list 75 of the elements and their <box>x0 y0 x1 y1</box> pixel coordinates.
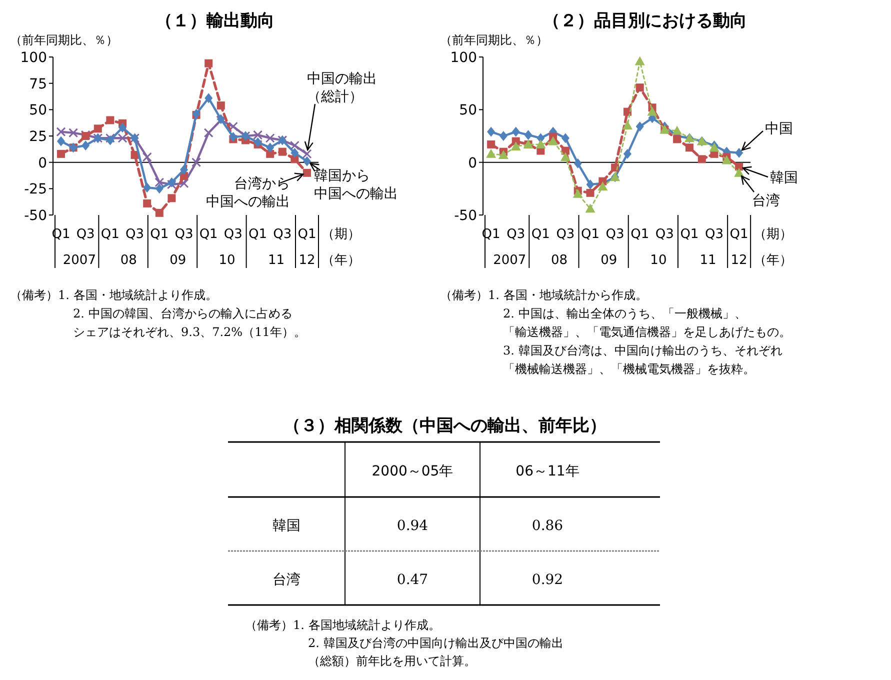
chart-title: （１）輸出動向 <box>156 11 274 31</box>
x-tick-label: Q3 <box>655 227 674 242</box>
text: 11 <box>700 253 716 268</box>
text: 2. 中国は、輸出全体のうち、「一般機械」、 <box>503 306 746 320</box>
text: 2007 <box>62 253 96 268</box>
data-label: 0.94 <box>396 518 428 534</box>
y-tick-label: 0 <box>38 155 47 172</box>
y-tick-label: 50 <box>29 102 47 119</box>
y-tick-label: 25 <box>29 129 47 145</box>
text: 09 <box>600 253 618 268</box>
text: （年） <box>321 253 360 268</box>
x-tick-label: Q1 <box>100 227 120 242</box>
x-tick-label: Q3 <box>556 227 575 242</box>
text: 3. 韓国及び台湾は、中国向け輸出のうち、それぞれ <box>503 344 782 358</box>
text: （期） <box>754 227 793 242</box>
x-tick-label: Q1 <box>248 227 268 242</box>
text: （備考）1. 各国・地域統計から作成。 <box>440 288 648 302</box>
text: （備考）1. 各国・地域統計より作成。 <box>10 288 218 302</box>
x-tick-label: Q3 <box>76 227 95 242</box>
y-tick-label: 75 <box>29 76 47 92</box>
chart-title: （２）品目別における動向 <box>543 11 747 31</box>
data-label: 0.86 <box>532 518 564 534</box>
x-tick-label: Q1 <box>730 227 748 242</box>
y-tick-label: 0 <box>468 155 477 172</box>
y-tick-label: 100 <box>450 50 477 66</box>
text: 09 <box>170 253 186 268</box>
data-label: 0.92 <box>532 572 564 588</box>
y-tick-label: -50 <box>454 208 477 224</box>
x-tick-label: Q1 <box>199 227 218 242</box>
text: 12 <box>730 253 748 268</box>
text: 「輸送機器」、「電気通信機器」を足しあげたもの。 <box>503 325 791 339</box>
text: 10 <box>218 253 236 268</box>
series-label: 韓国から中国への輸出 <box>314 168 398 202</box>
data-label: 0.47 <box>396 572 428 588</box>
series-label: 韓国 <box>770 170 798 186</box>
series-label: 台湾から中国への輸出 <box>206 176 290 210</box>
y-tick-label: -50 <box>24 208 47 224</box>
text: 08 <box>550 253 568 268</box>
x-tick-label: Q1 <box>531 227 550 242</box>
y-tick-label: -25 <box>24 182 47 198</box>
x-tick-label: Q1 <box>150 227 169 242</box>
y-axis-title: （前年同期比、％） <box>10 33 118 47</box>
x-tick-label: Q1 <box>581 227 600 242</box>
x-tick-label: Q3 <box>174 227 194 242</box>
text: 12 <box>298 253 316 268</box>
x-tick-label: 06～11年 <box>516 464 580 480</box>
series-label: 中国 <box>765 121 793 137</box>
text: シェアはそれぞれ、9.3、7.2%（11年）。 <box>73 325 306 339</box>
x-tick-label: Q1 <box>680 227 699 242</box>
x-tick-label: Q3 <box>705 227 724 242</box>
text: 08 <box>120 253 137 268</box>
text: 2. 韓国及び台湾の中国向け輸出及び中国の輸出 <box>308 636 564 650</box>
x-tick-label: Q3 <box>126 227 144 242</box>
y-axis-title: （前年同期比、％） <box>440 33 548 47</box>
series-label: 台湾 <box>752 193 780 209</box>
x-tick-label: 2000～05年 <box>372 464 454 480</box>
text: 2007 <box>493 253 526 268</box>
x-tick-label: Q1 <box>298 227 316 242</box>
text: （備考）1. 各国地域統計より作成。 <box>245 618 440 632</box>
text: （総額）前年比を用いて計算。 <box>308 654 476 668</box>
x-tick-label: Q3 <box>506 227 526 242</box>
y-tick-label: 50 <box>459 102 477 119</box>
x-tick-label: Q3 <box>606 227 624 242</box>
text: （年） <box>754 253 793 268</box>
text: （期） <box>321 227 360 242</box>
x-tick-label: Q1 <box>630 227 650 242</box>
text: 2. 中国の韓国、台湾からの輸入に占める <box>73 306 292 320</box>
text: 「機械輸送機器」、「機械電気機器」を抜粋。 <box>503 362 755 376</box>
y-tick-label: 100 <box>20 50 47 66</box>
text: 11 <box>268 253 285 268</box>
x-tick-label: Q3 <box>273 227 292 242</box>
x-tick-label: Q3 <box>224 227 242 242</box>
text: 中国の輸出（総計） <box>307 71 377 106</box>
text: 10 <box>650 253 667 268</box>
chart-title: （３）相関係数（中国への輸出、前年比） <box>284 416 606 436</box>
